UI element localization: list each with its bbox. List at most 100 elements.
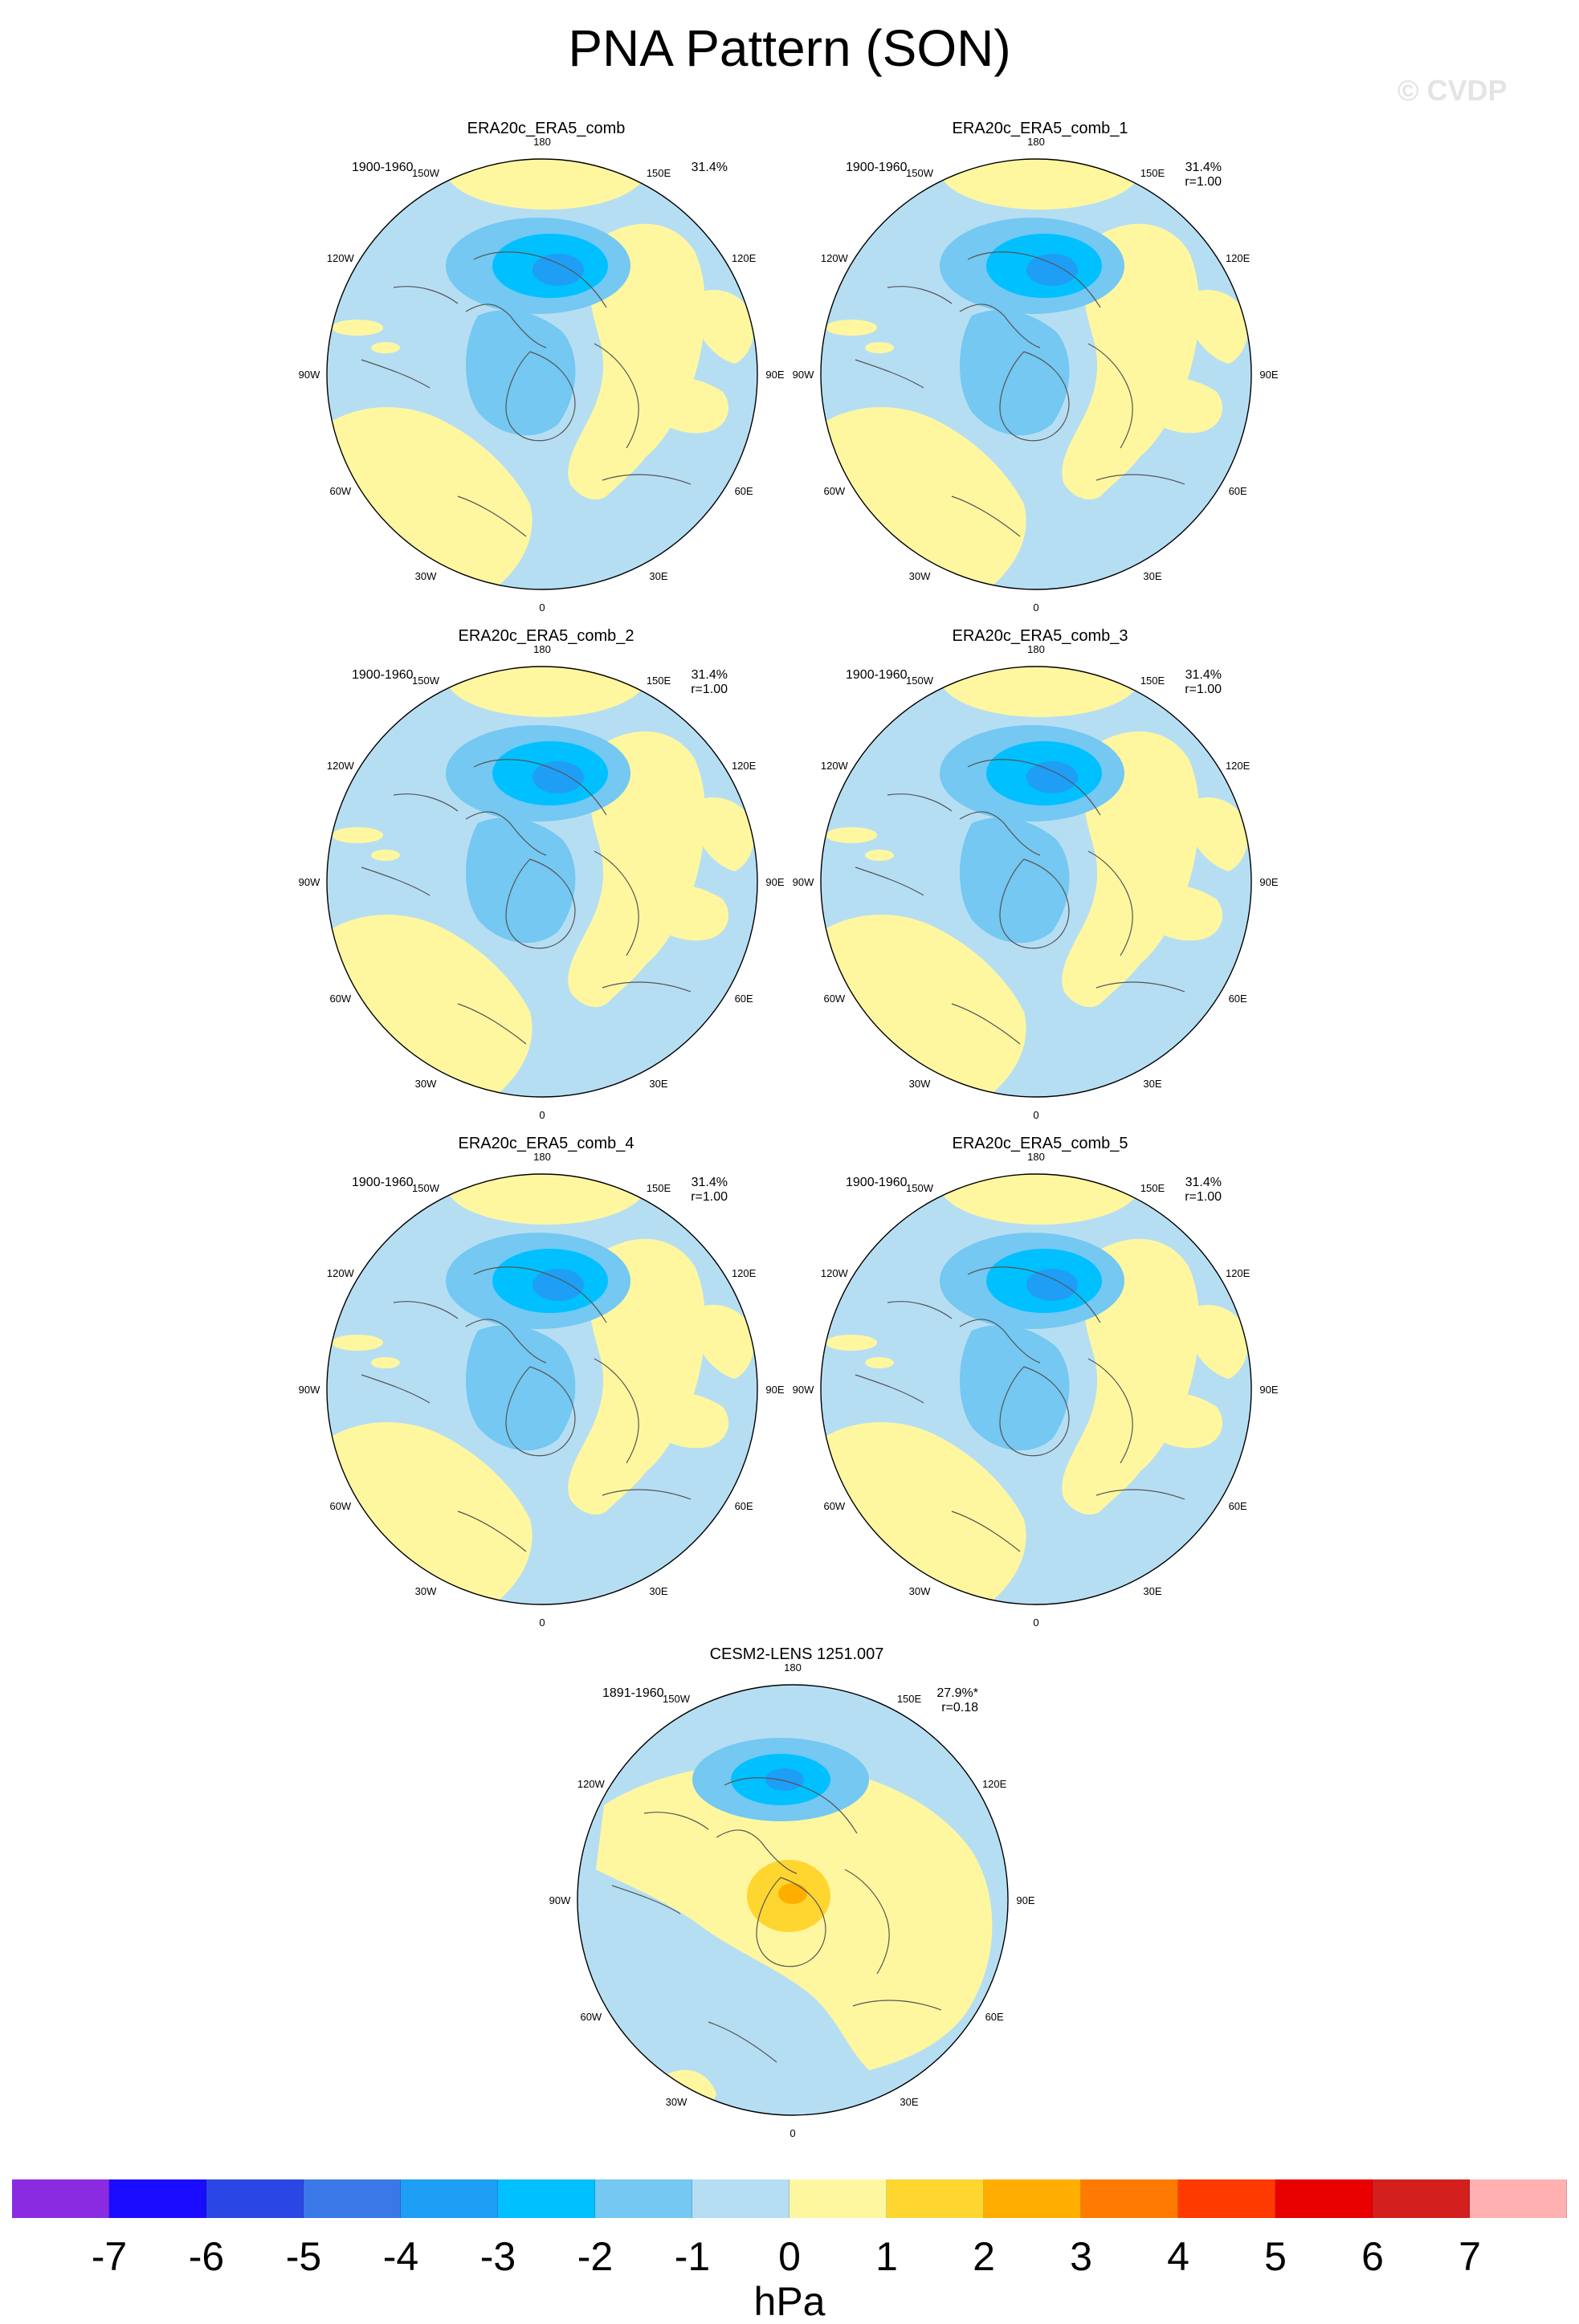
colorbar-swatch [1081,2179,1178,2218]
panel-variance-pct: 31.4% [691,161,728,174]
polar-map [820,158,1252,590]
graticule-label: 0 [790,2127,796,2139]
colorbar-tick-label: -6 [188,2234,225,2279]
colorbar-swatch [12,2179,109,2218]
graticule-label: 90E [1259,369,1279,381]
panel-variance-pct: 31.4% [691,668,728,682]
graticule-label: 90W [549,1894,571,1906]
colorbar-swatch [984,2179,1081,2218]
graticule-label: 0 [539,1617,545,1629]
map-panel-3: ERA20c_ERA5_comb_3 1900-1960 31.4% r=1.00 18… [783,626,1297,1121]
colorbar-swatch [887,2179,984,2218]
graticule-label: 180 [1027,1151,1045,1163]
graticule-label: 90W [792,876,814,888]
colorbar-swatch [498,2179,595,2218]
panel-title: ERA20c_ERA5_comb_3 [952,627,1128,645]
colorbar-swatch [1470,2179,1567,2218]
colorbar: -7 -6 -5 -4 -3 -2 -1 0 1 2 3 4 5 6 7 hPa [0,2175,1579,2324]
colorbar-swatch [790,2179,887,2218]
map-panel-1: ERA20c_ERA5_comb_1 1900-1960 31.4% r=1.00 18… [783,119,1297,614]
colorbar-tick-label: 4 [1167,2234,1189,2279]
graticule-label: 180 [533,136,551,148]
graticule-label: 180 [533,643,551,655]
colorbar-swatch [1275,2179,1373,2218]
graticule-label: 150E [1140,674,1165,687]
panel-title: ERA20c_ERA5_comb_2 [458,627,634,645]
graticule-label: 0 [1033,1617,1039,1629]
graticule-label: 30W [908,1078,931,1091]
graticule-label: 90W [298,1384,320,1396]
graticule-label: 0 [1033,601,1039,614]
graticule-label: 120E [731,1267,757,1279]
graticule-label: 150W [412,674,439,687]
panel-title: ERA20c_ERA5_comb [467,120,626,137]
graticule-label: 30E [649,570,668,583]
graticule-label: 150W [906,166,933,179]
page-title: PNA Pattern (SON) [568,19,1011,77]
watermark: © CVDP [1397,74,1508,107]
polar-map [326,666,758,1098]
panel-variance-pct: 31.4% [1185,161,1222,174]
panel-pattern-corr: r=1.00 [1185,683,1222,696]
colorbar-swatch [206,2179,304,2218]
colorbar-unit: hPa [753,2279,826,2324]
colorbar-tick-label: -2 [577,2234,614,2279]
graticule-label: 90E [765,1384,785,1396]
graticule-label: 60E [1228,1500,1247,1512]
panel-period: 1900-1960 [846,1176,908,1189]
graticule-label: 120W [820,760,848,772]
graticule-label: 90W [792,369,814,381]
graticule-label: 120W [326,252,354,264]
graticule-label: 120E [731,760,757,772]
graticule-label: 120W [820,1267,848,1279]
panel-title: ERA20c_ERA5_comb_4 [458,1135,634,1152]
polar-map [820,666,1252,1098]
graticule-label: 180 [533,1151,551,1163]
graticule-label: 60E [734,1500,753,1512]
graticule-label: 90W [298,876,320,888]
graticule-label: 90W [298,369,320,381]
graticule-label: 120E [731,252,757,264]
colorbar-tick-label: 2 [973,2234,995,2279]
graticule-label: 60E [985,2011,1004,2023]
colorbar-tick-label: 7 [1459,2234,1481,2279]
graticule-label: 60E [1228,485,1247,497]
graticule-label: 60W [823,485,846,497]
map-panel-5: ERA20c_ERA5_comb_5 1900-1960 31.4% r=1.00 18… [783,1134,1297,1629]
map-panel-2: ERA20c_ERA5_comb_2 1900-1960 31.4% r=1.00 18… [289,626,803,1121]
graticule-label: 150E [646,1181,671,1194]
graticule-label: 60W [823,993,846,1005]
colorbar-tick-label: -1 [674,2234,711,2279]
map-panel-6: CESM2-LENS 1251.007 1891-1960 27.9%* r=0.18… [540,1645,1054,2139]
graticule-label: 60W [580,2011,602,2023]
graticule-label: 150W [906,1181,933,1194]
graticule-label: 180 [784,1661,802,1674]
panel-variance-pct: 31.4% [1185,668,1222,682]
colorbar-swatch [109,2179,206,2218]
graticule-label: 60W [329,993,352,1005]
graticule-label: 90E [1016,1894,1035,1906]
graticule-label: 30W [908,1585,931,1598]
panel-title: CESM2-LENS 1251.007 [709,1645,884,1663]
panel-pattern-corr: r=0.18 [941,1701,978,1714]
graticule-label: 90E [765,369,785,381]
panel-pattern-corr: r=1.00 [1185,175,1222,189]
panel-period: 1900-1960 [846,668,908,682]
graticule-label: 120E [1225,760,1251,772]
colorbar-swatch [401,2179,498,2218]
graticule-label: 120W [577,1778,605,1790]
colorbar-tick-label: -3 [479,2234,516,2279]
colorbar-swatch [692,2179,790,2218]
graticule-label: 120E [1225,1267,1251,1279]
graticule-label: 60E [734,485,753,497]
polar-map [820,1173,1252,1605]
graticule-label: 90E [1259,876,1279,888]
graticule-label: 150W [663,1692,690,1705]
graticule-label: 150E [646,674,671,687]
colorbar-swatch [1178,2179,1275,2218]
panel-pattern-corr: r=1.00 [1185,1190,1222,1204]
graticule-label: 30E [649,1078,668,1091]
graticule-label: 90W [792,1384,814,1396]
graticule-label: 60E [1228,993,1247,1005]
graticule-label: 0 [539,601,545,614]
